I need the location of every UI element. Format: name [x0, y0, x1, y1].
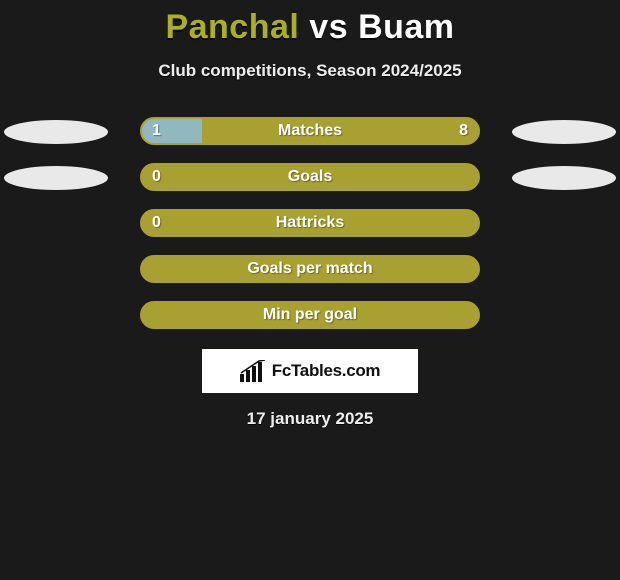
team-slot-right [508, 163, 620, 193]
page-title: Panchal vs Buam [0, 8, 620, 47]
stat-bar-inner: Min per goal [142, 303, 478, 327]
team-logo-placeholder [512, 166, 616, 190]
team-slot-right [508, 301, 620, 331]
team-slot-right [508, 255, 620, 285]
team-logo-placeholder [4, 166, 108, 190]
title-vs: vs [309, 8, 348, 46]
title-player2: Buam [358, 8, 454, 46]
stat-bar: Goals per match [140, 255, 480, 283]
stat-bar: Min per goal [140, 301, 480, 329]
stat-row-goals: 0Goals [0, 163, 620, 193]
subtitle: Club competitions, Season 2024/2025 [0, 61, 620, 81]
team-logo-placeholder [512, 120, 616, 144]
source-logo-text: FcTables.com [272, 361, 381, 381]
team-slot-right [508, 117, 620, 147]
team-slot-right [508, 209, 620, 239]
stat-bar: 0Goals [140, 163, 480, 191]
team-slot-left [0, 301, 112, 331]
comparison-card: Panchal vs Buam Club competitions, Seaso… [0, 0, 620, 429]
date-label: 17 january 2025 [0, 409, 620, 429]
stat-bar: 0Hattricks [140, 209, 480, 237]
title-player1: Panchal [165, 8, 299, 46]
bars-icon [240, 360, 266, 382]
stat-label: Hattricks [142, 211, 478, 235]
stat-label: Goals per match [142, 257, 478, 281]
stat-row-matches: 18Matches [0, 117, 620, 147]
stat-bar-inner: 0Hattricks [142, 211, 478, 235]
stat-row-hattricks: 0Hattricks [0, 209, 620, 239]
stat-bar-inner: Goals per match [142, 257, 478, 281]
source-logo[interactable]: FcTables.com [202, 349, 418, 393]
stat-row-goals-per-match: Goals per match [0, 255, 620, 285]
team-slot-left [0, 209, 112, 239]
stat-bar: 18Matches [140, 117, 480, 145]
team-slot-left [0, 163, 112, 193]
team-slot-left [0, 255, 112, 285]
team-slot-left [0, 117, 112, 147]
stats-rows: 18Matches 0Goals 0Hattricks Goals per match… [0, 117, 620, 331]
team-logo-placeholder [4, 120, 108, 144]
stat-bar-inner: 18Matches [142, 119, 478, 143]
stat-label: Matches [142, 119, 478, 143]
stat-label: Goals [142, 165, 478, 189]
stat-bar-inner: 0Goals [142, 165, 478, 189]
stat-label: Min per goal [142, 303, 478, 327]
stat-row-min-per-goal: Min per goal [0, 301, 620, 331]
